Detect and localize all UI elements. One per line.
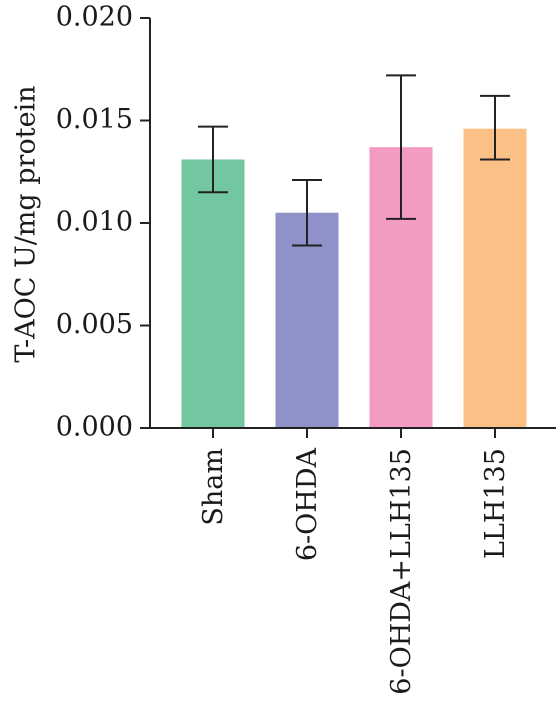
- x-tick-label: 6-OHDA: [292, 448, 323, 562]
- bars-group: [181, 128, 527, 428]
- y-tick-label: 0.010: [56, 207, 133, 238]
- x-tick-label: 6-OHDA+LLH135: [386, 448, 417, 695]
- y-tick-label: 0.015: [56, 104, 133, 135]
- error-bar-3: [480, 94, 510, 161]
- axes-group: 0.000 0.005 0.010 0.015 0.020 Sham 6-OHDA 6-OHD…: [56, 2, 556, 695]
- bar-llh135: [463, 128, 527, 428]
- error-bar-2: [386, 74, 416, 220]
- bar-6-ohda: [275, 212, 339, 428]
- x-tick-label: Sham: [198, 448, 229, 526]
- error-bar-1: [292, 178, 322, 247]
- y-axis-title: T-AOC U/mg protein: [11, 85, 42, 362]
- error-bar-0: [198, 125, 228, 194]
- bar-sham: [181, 159, 245, 428]
- y-tick-label: 0.000: [56, 412, 133, 443]
- x-tick-label: LLH135: [480, 448, 511, 559]
- y-tick-label: 0.005: [56, 309, 133, 340]
- error-bars-group: [198, 74, 510, 247]
- y-tick-label: 0.020: [56, 2, 133, 33]
